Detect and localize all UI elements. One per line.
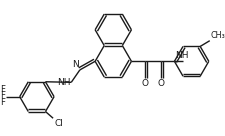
Text: NH: NH — [56, 78, 70, 87]
Text: O: O — [141, 79, 148, 88]
Text: CH₃: CH₃ — [210, 31, 225, 40]
Text: NH: NH — [175, 51, 188, 60]
Text: F: F — [0, 91, 5, 100]
Text: Cl: Cl — [54, 119, 63, 128]
Text: N: N — [72, 60, 79, 69]
Text: F: F — [0, 84, 5, 94]
Text: F: F — [0, 98, 5, 107]
Text: O: O — [157, 79, 164, 88]
